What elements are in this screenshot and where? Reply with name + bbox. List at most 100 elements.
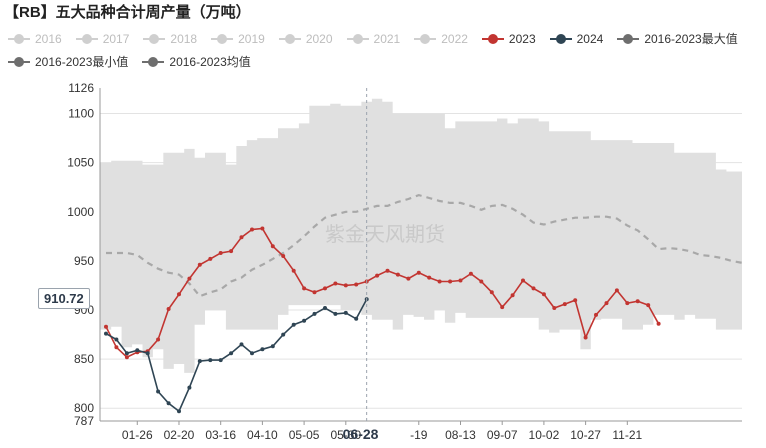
point-2023-11 — [218, 251, 223, 255]
legend-marker-4 — [278, 34, 301, 44]
x-tick-label-8: 09-07 — [487, 428, 518, 442]
point-2023-26 — [375, 273, 380, 278]
point-2023-15 — [260, 226, 265, 231]
point-2023-9 — [197, 262, 202, 267]
legend-label-10: 2016-2023最小值 — [35, 55, 129, 69]
cursor-y-label: 910.72 — [38, 288, 90, 310]
legend-marker-6 — [414, 34, 437, 44]
point-2024-12 — [229, 351, 234, 356]
legend-item-11[interactable]: 2016-2023均值 — [142, 51, 251, 73]
legend-label-2: 2018 — [170, 32, 198, 46]
point-2024-4 — [145, 351, 150, 356]
point-2023-49 — [614, 288, 619, 293]
point-2023-14 — [250, 227, 254, 232]
point-2024-24 — [354, 316, 359, 321]
point-2024-10 — [208, 358, 213, 363]
point-2023-21 — [323, 286, 327, 291]
point-2024-17 — [281, 332, 286, 337]
point-2023-44 — [562, 302, 567, 307]
legend-label-6: 2022 — [441, 32, 468, 46]
y-tick-label-0: 800 — [74, 401, 94, 415]
point-2023-24 — [354, 282, 359, 287]
point-2023-29 — [406, 276, 411, 281]
legend-item-3[interactable]: 2019 — [211, 28, 265, 50]
legend-label-11: 2016-2023均值 — [169, 55, 251, 69]
y-tick-label-5: 1050 — [67, 156, 94, 170]
legend-item-2[interactable]: 2018 — [143, 28, 197, 50]
point-2023-5 — [156, 337, 161, 342]
point-2023-23 — [343, 283, 348, 288]
x-tick-label-1: 02-20 — [164, 428, 195, 442]
point-2023-27 — [385, 268, 390, 273]
legend-item-6[interactable]: 2022 — [414, 28, 468, 50]
point-2024-2 — [124, 351, 129, 356]
legend-item-10[interactable]: 2016-2023最小值 — [8, 51, 128, 73]
y-tick-label-1: 850 — [74, 352, 94, 366]
point-2024-0 — [104, 331, 108, 336]
point-2023-31 — [427, 275, 432, 280]
y-tick-label-6: 1100 — [68, 107, 94, 121]
y-tick-label-max: 1126 — [68, 81, 94, 95]
point-2023-41 — [531, 286, 536, 291]
x-tick-label-3: 04-10 — [247, 428, 278, 442]
x-tick-label-11: 11-21 — [612, 428, 642, 442]
point-2023-19 — [302, 286, 307, 291]
legend-label-9: 2016-2023最大值 — [644, 32, 738, 46]
point-2024-13 — [239, 342, 244, 347]
x-tick-label-9: 10-02 — [529, 428, 560, 442]
legend-item-1[interactable]: 2017 — [75, 28, 129, 50]
point-2023-32 — [437, 279, 442, 284]
legend-marker-8 — [549, 34, 572, 44]
band-area — [100, 98, 742, 373]
point-2023-8 — [187, 276, 192, 281]
watermark: 紫金天风期货 — [325, 223, 445, 246]
point-2024-14 — [250, 351, 254, 356]
point-2023-47 — [594, 312, 598, 317]
point-2023-53 — [656, 321, 661, 326]
point-2023-40 — [521, 278, 525, 283]
legend-marker-10 — [8, 57, 30, 67]
legend-item-9[interactable]: 2016-2023最大值 — [617, 28, 738, 50]
point-2023-17 — [281, 254, 286, 258]
point-2024-1 — [114, 337, 119, 342]
x-tick-label-10: 10-27 — [570, 428, 601, 442]
legend-label-5: 2021 — [373, 32, 401, 46]
point-2024-11 — [218, 358, 223, 363]
point-2023-7 — [177, 292, 181, 297]
point-2024-5 — [156, 389, 161, 394]
point-2024-22 — [333, 311, 338, 316]
point-2023-33 — [448, 279, 453, 284]
legend-item-7[interactable]: 2023 — [481, 28, 536, 50]
max-min-band — [100, 98, 742, 373]
legend-item-5[interactable]: 2021 — [346, 28, 401, 50]
legend-marker-2 — [143, 34, 166, 44]
legend-marker-11 — [142, 57, 165, 67]
point-2023-50 — [625, 301, 630, 306]
point-2023-1 — [114, 345, 119, 350]
point-2024-3 — [135, 348, 140, 353]
mean-line — [106, 193, 743, 298]
series-2023 — [104, 226, 661, 360]
point-2024-20 — [312, 311, 317, 316]
legend-item-8[interactable]: 2024 — [549, 28, 603, 50]
point-2023-52 — [646, 303, 651, 308]
x-axis: 01-26 02-20 03-16 04-10 05-05 05-30 -19 08-13 09… — [100, 420, 742, 442]
point-2024-19 — [302, 318, 307, 323]
mean-polyline — [106, 193, 743, 298]
point-2023-18 — [291, 268, 296, 273]
point-2023-6 — [166, 307, 171, 311]
legend-item-0[interactable]: 2016 — [8, 28, 62, 50]
point-2023-16 — [270, 244, 275, 249]
point-2023-20 — [312, 290, 317, 295]
legend-item-4[interactable]: 2020 — [278, 28, 333, 50]
point-2023-51 — [635, 299, 640, 304]
legend-marker-3 — [211, 34, 234, 44]
point-2023-0 — [104, 324, 108, 329]
x-tick-label-7: 08-13 — [445, 428, 476, 442]
point-2023-36 — [479, 279, 484, 284]
point-2024-21 — [323, 306, 327, 310]
point-2023-22 — [333, 281, 338, 286]
point-2023-13 — [239, 235, 244, 240]
